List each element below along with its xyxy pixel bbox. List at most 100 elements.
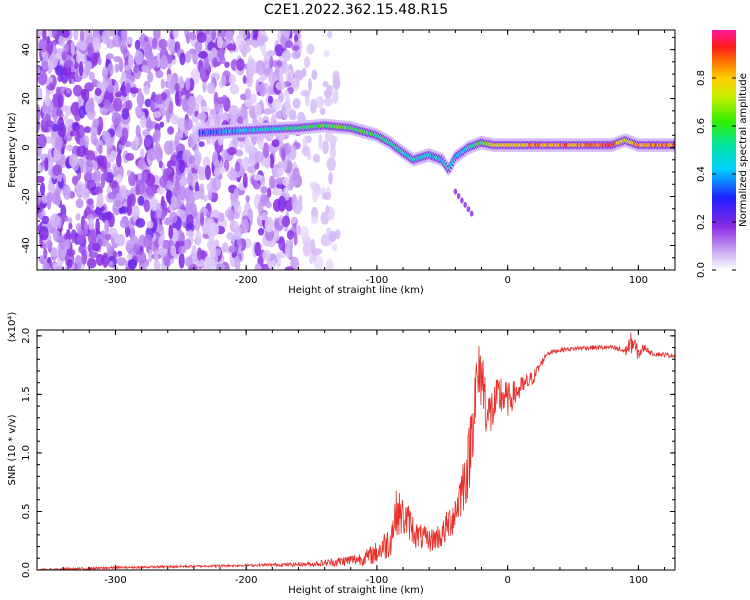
noise-cell <box>44 94 51 107</box>
noise-cell <box>37 118 40 134</box>
noise-cell <box>325 205 330 214</box>
noise-cell <box>204 165 211 181</box>
noise-cell <box>291 45 300 52</box>
noise-cell <box>94 186 103 196</box>
noise-cell <box>105 53 114 60</box>
noise-cell <box>269 55 274 69</box>
noise-cell <box>94 207 103 216</box>
noise-cell <box>276 251 286 259</box>
noise-cell <box>199 211 205 227</box>
noise-cell <box>51 123 59 132</box>
noise-cell <box>66 248 76 257</box>
noise-cell <box>121 127 129 141</box>
noise-cell <box>46 40 54 55</box>
noise-cell <box>158 160 163 169</box>
noise-cell <box>73 84 83 97</box>
noise-cell <box>113 56 122 63</box>
noise-cell <box>311 69 318 81</box>
noise-cell <box>115 125 124 138</box>
noise-cell <box>306 43 315 55</box>
noise-cell <box>332 243 338 252</box>
noise-cell <box>149 58 159 68</box>
noise-cell <box>186 230 195 237</box>
colorbar-tick-label: 0.0 <box>696 262 707 278</box>
x-tick-label: -100 <box>366 575 389 586</box>
noise-cell <box>194 40 203 53</box>
noise-cell <box>166 37 176 52</box>
noise-cell <box>37 224 43 233</box>
noise-cell <box>280 60 288 74</box>
noise-cell <box>113 235 124 245</box>
noise-cell <box>284 266 295 270</box>
noise-cell <box>137 158 146 170</box>
noise-cell <box>146 220 154 229</box>
noise-cell <box>86 198 94 205</box>
noise-cell <box>103 168 108 182</box>
noise-cell <box>75 213 81 221</box>
noise-cell <box>98 144 103 155</box>
noise-cell <box>179 132 184 139</box>
noise-cell <box>229 84 240 95</box>
noise-cell <box>200 106 211 112</box>
noise-cell <box>104 219 110 234</box>
noise-cell <box>143 199 151 213</box>
noise-cell <box>276 167 284 177</box>
noise-cell <box>37 87 43 102</box>
noise-cell <box>305 135 312 143</box>
noise-cell <box>221 94 228 105</box>
noise-cell <box>217 36 223 49</box>
noise-cell <box>268 72 278 85</box>
noise-cell <box>160 195 165 209</box>
noise-cell <box>204 30 211 35</box>
noise-cell <box>318 133 323 150</box>
noise-cell <box>97 57 102 66</box>
noise-cell <box>86 257 97 269</box>
noise-cell <box>114 63 120 73</box>
noise-cell <box>170 154 178 167</box>
noise-cell <box>93 170 102 183</box>
noise-cell <box>227 170 235 179</box>
noise-cell <box>203 194 208 203</box>
noise-cell <box>198 174 206 181</box>
noise-cell <box>293 34 299 42</box>
noise-cell <box>126 169 131 177</box>
noise-cell <box>272 188 282 196</box>
noise-cell <box>102 130 108 142</box>
noise-cell <box>332 89 339 104</box>
x-tick-label: -200 <box>235 275 258 286</box>
noise-cell <box>254 102 262 118</box>
noise-cell <box>253 174 263 181</box>
noise-cell <box>101 30 110 45</box>
noise-cell <box>153 260 161 270</box>
noise-cell <box>168 204 173 212</box>
noise-cell <box>275 177 285 185</box>
noise-cell <box>135 124 141 138</box>
noise-cell <box>235 34 243 47</box>
noise-cell <box>302 242 312 257</box>
noise-cell <box>245 195 250 203</box>
snr-series <box>37 332 675 570</box>
noise-cell <box>128 54 134 69</box>
noise-cell <box>203 55 210 70</box>
noise-cell <box>143 85 150 95</box>
noise-cell <box>213 167 220 178</box>
ridge-core <box>672 142 675 148</box>
noise-cell <box>87 42 94 58</box>
noise-cell <box>37 30 42 39</box>
noise-cell <box>56 108 63 117</box>
noise-cell <box>57 174 63 183</box>
noise-cell <box>260 266 271 270</box>
noise-cell <box>233 187 239 203</box>
noise-cell <box>209 243 217 258</box>
noise-cell <box>44 120 55 128</box>
noise-cell <box>37 191 42 206</box>
noise-cell <box>193 151 202 165</box>
noise-cell <box>285 69 293 84</box>
noise-cell <box>63 184 72 200</box>
noise-cell <box>220 74 227 87</box>
noise-cell <box>185 77 191 91</box>
noise-cell <box>67 217 73 224</box>
top-plot-frame <box>36 29 676 271</box>
noise-cell <box>146 118 153 132</box>
